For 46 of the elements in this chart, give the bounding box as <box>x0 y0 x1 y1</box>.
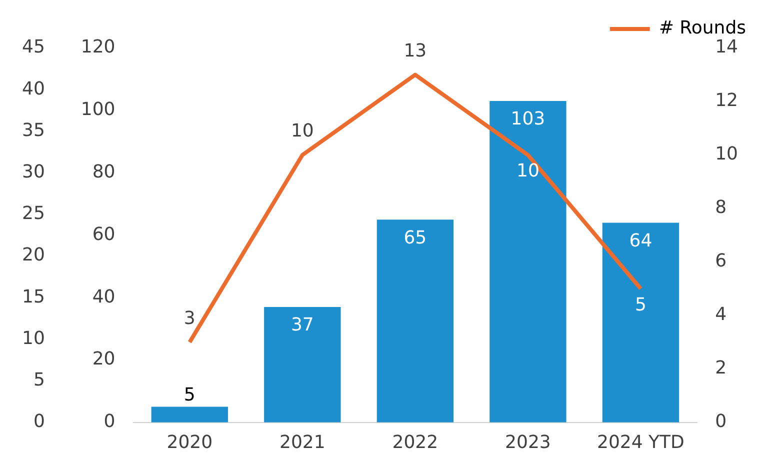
data-label: 13 <box>404 40 427 62</box>
y3-tick-label: 45 <box>22 36 45 58</box>
y2-tick-label: 0 <box>715 411 727 432</box>
data-label: 64 <box>629 230 652 252</box>
y2-tick-label: 8 <box>715 197 727 218</box>
data-label: 3 <box>184 308 196 329</box>
y3-tick-label: 10 <box>22 328 45 349</box>
bar <box>490 101 566 422</box>
legend-label: # Rounds <box>658 18 746 39</box>
data-label: 37 <box>290 314 314 336</box>
bar <box>151 406 228 422</box>
y3-tick-label: 30 <box>22 161 45 182</box>
y3-tick-label: 15 <box>22 286 45 308</box>
data-label: 103 <box>510 108 546 130</box>
y3-tick-label: 5 <box>33 369 45 390</box>
y2-tick-label: 14 <box>715 36 738 58</box>
y-tick-label: 60 <box>92 224 116 245</box>
y-tick-label: 0 <box>104 411 116 432</box>
x-tick-label: 2021 <box>280 432 326 453</box>
data-label: 10 <box>516 160 540 182</box>
data-label: 5 <box>184 384 196 406</box>
y3-tick-label: 40 <box>22 78 45 100</box>
y2-tick-label: 2 <box>715 358 727 379</box>
x-tick-label: 2023 <box>505 432 551 453</box>
y2-tick-label: 12 <box>715 90 738 112</box>
x-tick-label: 2024 YTD <box>597 432 684 453</box>
y3-tick-label: 20 <box>22 244 45 266</box>
y-tick-label: 120 <box>80 36 116 58</box>
bar <box>602 222 680 422</box>
y2-tick-label: 4 <box>715 304 727 326</box>
y2-tick-label: 10 <box>715 144 738 165</box>
y2-tick-label: 6 <box>715 250 727 272</box>
bar <box>376 220 454 422</box>
data-label: 5 <box>634 294 646 316</box>
y3-tick-label: 0 <box>33 411 45 432</box>
x-tick-label: 2022 <box>392 432 438 453</box>
y3-tick-label: 35 <box>22 120 45 141</box>
y-tick-label: 80 <box>92 161 116 182</box>
y-tick-label: 100 <box>80 99 116 120</box>
y-tick-label: 20 <box>92 348 116 370</box>
y-tick-label: 40 <box>92 286 116 308</box>
bar <box>264 306 341 422</box>
y3-tick-label: 25 <box>22 203 45 224</box>
x-tick-label: 2020 <box>166 432 213 453</box>
data-label: 10 <box>290 120 314 142</box>
data-label: 65 <box>404 227 427 248</box>
